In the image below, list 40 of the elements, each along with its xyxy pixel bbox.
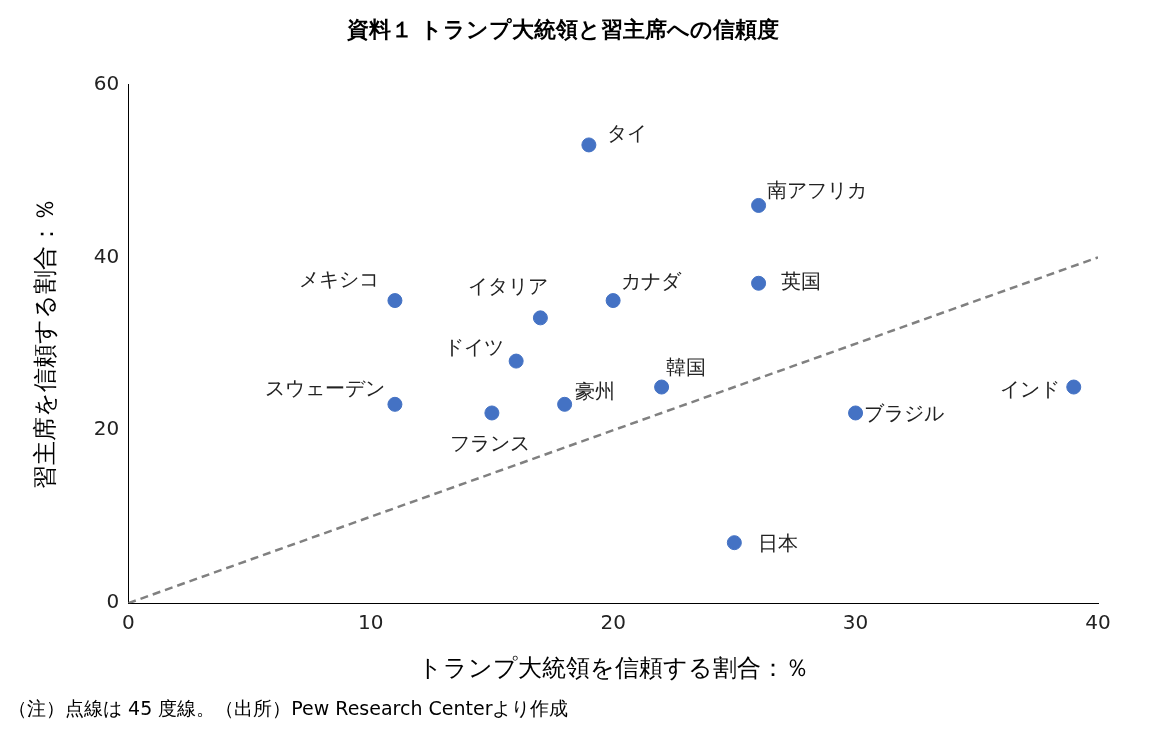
- point: [654, 379, 670, 395]
- point: [751, 275, 767, 291]
- annotation: 南アフリカ: [766, 177, 867, 202]
- point: [484, 405, 500, 421]
- annotation: インド: [999, 377, 1060, 402]
- y-axis-title: 習主席を信頼する割合：％: [30, 198, 59, 490]
- annotation: タイ: [606, 121, 647, 146]
- annotation: 英国: [780, 269, 821, 294]
- x-tick-label: 20: [600, 610, 626, 635]
- point: [751, 197, 767, 213]
- annotation: 韓国: [665, 355, 706, 380]
- annotation: 日本: [758, 530, 799, 555]
- annotation: カナダ: [621, 268, 683, 293]
- x-tick-label: 30: [842, 610, 869, 635]
- point: [848, 405, 864, 421]
- x-axis-title: トランプ大統領を信頼する割合：％: [417, 653, 809, 682]
- point: [387, 293, 403, 309]
- annotation: ドイツ: [444, 335, 505, 360]
- point: [605, 293, 621, 309]
- point: [1066, 379, 1082, 395]
- point: [387, 396, 403, 412]
- y-tick-label: 60: [93, 70, 120, 95]
- annotation: イタリア: [468, 274, 549, 299]
- point: [557, 396, 573, 412]
- point: [726, 535, 742, 551]
- annotation: フランス: [449, 431, 530, 456]
- y-tick-label: 0: [106, 589, 120, 614]
- chart-title: 資料１ トランプ大統領と習主席への信頼度: [345, 16, 780, 42]
- text: （注）点線は 45 度線。（出所）Pew Research Centerより作成: [8, 696, 570, 721]
- x-tick-label: 10: [357, 610, 384, 635]
- y-tick-label: 20: [93, 416, 120, 441]
- x-tick-label: 40: [1085, 610, 1111, 635]
- point: [532, 310, 548, 326]
- point: [581, 137, 597, 153]
- point: [508, 353, 524, 369]
- annotation: 豪州: [574, 378, 615, 403]
- annotation: ブラジル: [863, 401, 944, 426]
- y-tick-label: 40: [93, 243, 120, 268]
- annotation: メキシコ: [298, 266, 379, 291]
- annotation: スウェーデン: [264, 375, 385, 400]
